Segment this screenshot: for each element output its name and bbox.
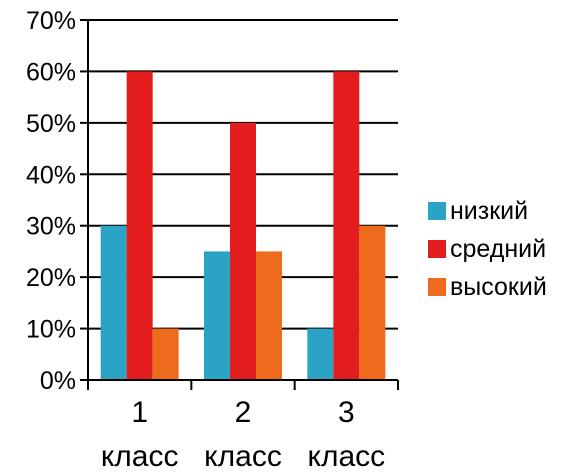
bar [204, 251, 230, 380]
bars-group [100, 71, 386, 380]
y-tick-label: 60% [26, 58, 76, 86]
legend-swatch [428, 240, 446, 258]
legend-label: средний [450, 235, 546, 263]
bar [359, 225, 386, 380]
x-category-sublabel: класс [204, 440, 282, 473]
y-tick-label: 70% [26, 7, 76, 35]
legend-swatch [428, 202, 446, 220]
legend-label: низкий [450, 197, 528, 225]
bar [307, 328, 334, 380]
x-category-sublabel: класс [101, 440, 179, 473]
y-tick-label: 30% [26, 213, 76, 241]
bar [152, 328, 179, 380]
bar [256, 251, 282, 380]
axes [80, 19, 399, 390]
x-category-label: 1 [131, 396, 148, 429]
x-category-sublabel: класс [308, 440, 386, 473]
legend-swatch [428, 278, 446, 296]
y-tick-label: 50% [26, 110, 76, 138]
y-tick-labels: 0% 10% 20% 30% 40% 50% 60% 70% [26, 7, 76, 395]
bar [333, 71, 360, 380]
bar [230, 122, 256, 380]
x-category-label: 3 [338, 396, 355, 429]
legend: низкий средний высокий [428, 197, 547, 301]
y-tick-label: 20% [26, 264, 76, 292]
y-tick-label: 40% [26, 161, 76, 189]
y-tick-label: 0% [40, 367, 76, 395]
bar [126, 71, 153, 380]
legend-label: высокий [450, 273, 547, 301]
x-category-labels: 1 класс 2 класс 3 класс [101, 396, 385, 473]
y-tick-label: 10% [26, 316, 76, 344]
x-category-label: 2 [235, 396, 252, 429]
bar [100, 225, 127, 380]
